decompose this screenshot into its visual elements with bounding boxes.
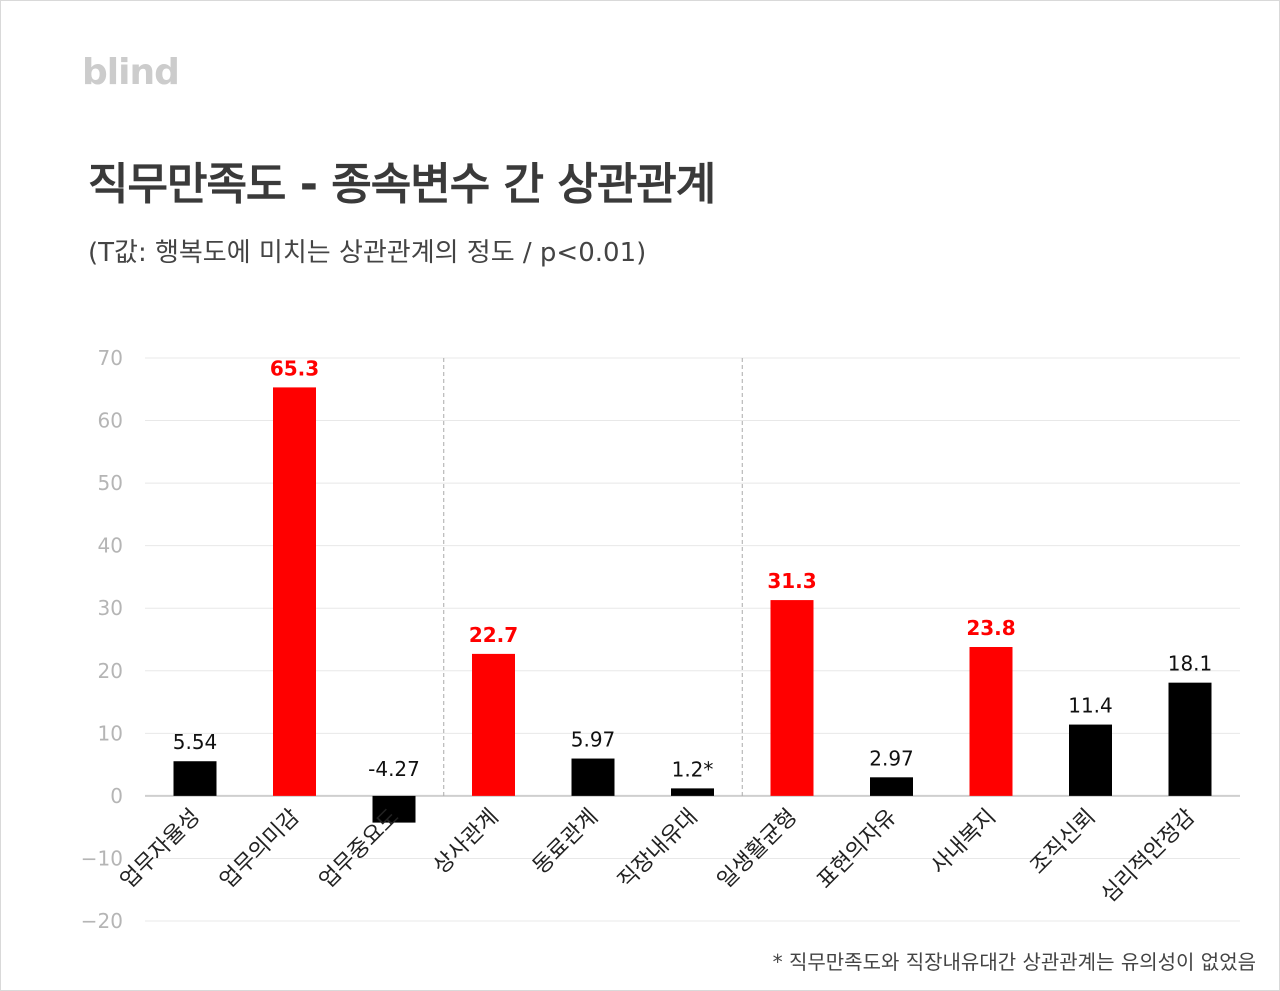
bar-심리적안정감 bbox=[1168, 682, 1212, 796]
bar-업무의미감 bbox=[273, 387, 316, 796]
category-label: 업무자율성 bbox=[116, 804, 205, 893]
y-tick-label: 20 bbox=[98, 659, 123, 683]
category-label: 심리적안정감 bbox=[1097, 804, 1201, 908]
category-label: 상사관계 bbox=[429, 804, 504, 879]
bar-사내복지 bbox=[969, 647, 1013, 796]
chart-title: 직무만족도 - 종속변수 간 상관관계 bbox=[88, 159, 716, 210]
category-label: 업무중요도 bbox=[315, 804, 404, 893]
value-label: 11.4 bbox=[1068, 694, 1113, 718]
value-labels: 5.54 65.3 -4.27 22.7 5.97 1.2* 31.3 2.97 23.8 11.… bbox=[173, 356, 1213, 781]
value-label: 23.8 bbox=[966, 616, 1015, 640]
y-tick-label: 30 bbox=[98, 596, 123, 620]
bar-표현의자유 bbox=[870, 777, 913, 796]
bar-직장내유대 bbox=[671, 788, 714, 796]
bar-업무자율성 bbox=[173, 761, 217, 796]
bar-조직신뢰 bbox=[1069, 724, 1112, 796]
footnote: * 직무만족도와 직장내유대간 상관관계는 유의성이 없었음 bbox=[772, 950, 1256, 974]
blind-logo: blind bbox=[82, 52, 180, 93]
category-label: 사내복지 bbox=[926, 804, 1001, 879]
bars bbox=[173, 387, 1212, 823]
bar-일생활균형 bbox=[770, 600, 814, 796]
category-label: 동료관계 bbox=[528, 804, 603, 879]
value-label: 5.54 bbox=[173, 730, 218, 754]
group-separators bbox=[443, 358, 743, 796]
category-labels: 업무자율성 업무의미감 업무중요도 상사관계 동료관계 직장내유대 일생활균형 표현의자유 사내… bbox=[116, 804, 1200, 908]
y-tick-labels: 70 60 50 40 30 20 10 0 −10 −20 bbox=[81, 346, 123, 933]
bar-상사관계 bbox=[472, 653, 515, 796]
y-tick-label: 70 bbox=[98, 346, 123, 370]
category-label: 직장내유대 bbox=[614, 804, 703, 893]
value-label: -4.27 bbox=[368, 757, 420, 781]
value-label: 2.97 bbox=[869, 746, 914, 770]
y-tick-label: 10 bbox=[98, 721, 123, 745]
bar-업무중요도 bbox=[372, 795, 416, 823]
bar-동료관계 bbox=[571, 758, 615, 796]
value-label: 31.3 bbox=[767, 569, 816, 593]
y-tick-label: −10 bbox=[81, 846, 123, 870]
value-label: 18.1 bbox=[1168, 652, 1213, 676]
y-tick-label: 50 bbox=[98, 471, 123, 495]
value-label: 22.7 bbox=[469, 623, 518, 647]
y-tick-label: −20 bbox=[81, 909, 123, 933]
category-label: 업무의미감 bbox=[216, 804, 305, 893]
grid-lines bbox=[145, 357, 1240, 922]
value-label: 65.3 bbox=[270, 356, 319, 380]
y-tick-label: 60 bbox=[98, 409, 123, 433]
chart-subtitle: (T값: 행복도에 미치는 상관관계의 정도 / p<0.01) bbox=[88, 238, 647, 268]
value-label: 1.2* bbox=[672, 757, 714, 781]
category-label: 일생활균형 bbox=[713, 804, 802, 893]
y-tick-label: 0 bbox=[110, 784, 123, 808]
category-label: 조직신뢰 bbox=[1026, 804, 1101, 879]
value-label: 5.97 bbox=[571, 728, 616, 752]
category-label: 표현의자유 bbox=[813, 804, 902, 893]
y-tick-label: 40 bbox=[98, 534, 123, 558]
